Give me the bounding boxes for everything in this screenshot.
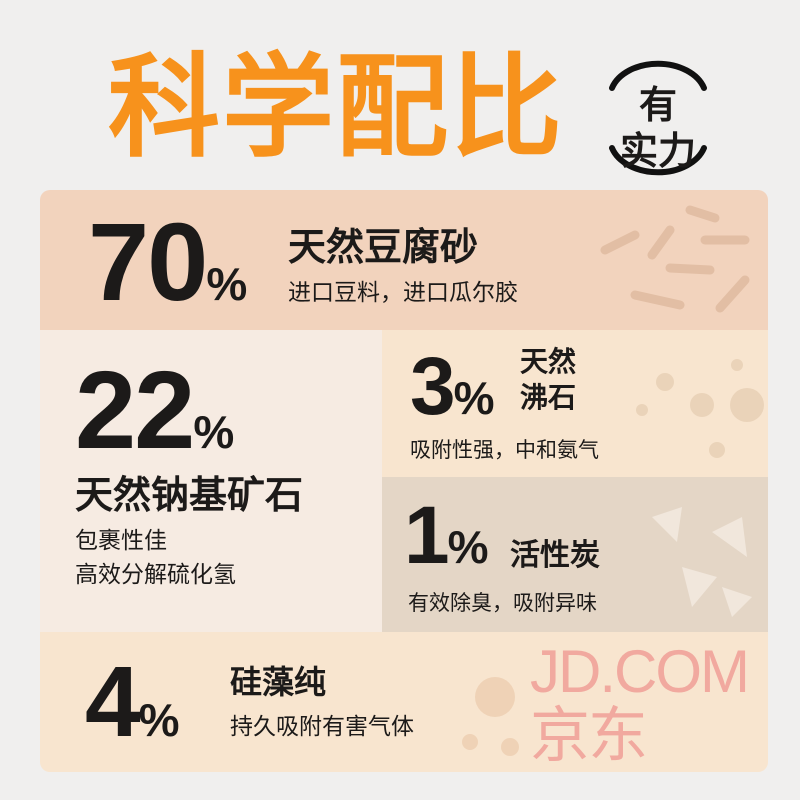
badge-line2: 实力 <box>619 129 696 173</box>
percent-value: 22 <box>75 349 195 472</box>
item-diatomite: 4% 硅藻纯 持久吸附有害气体 <box>40 632 768 772</box>
item-tofu: 70% 天然豆腐砂 进口豆料，进口瓜尔胶 <box>40 190 768 330</box>
watermark: JD.COM 京东 <box>530 638 750 769</box>
percent-symbol: % <box>206 258 248 310</box>
percent-value: 3 <box>410 341 456 432</box>
item-zeolite: 3% 天然 沸石 吸附性强，中和氨气 <box>382 330 768 477</box>
ingredient-desc: 包裹性佳 <box>75 528 167 554</box>
percent-symbol: % <box>453 372 495 424</box>
ingredient-name-2: 沸石 <box>520 381 577 414</box>
percent-symbol: % <box>138 694 180 746</box>
badge-ring-icon <box>609 60 707 176</box>
percent-symbol: % <box>447 521 489 573</box>
percent-value: 1 <box>404 490 450 581</box>
item-charcoal: 1% 活性炭 有效除臭，吸附异味 <box>382 477 768 632</box>
charcoal-shapes-icon <box>652 507 752 617</box>
ingredient-desc: 进口豆料，进口瓜尔胶 <box>288 280 518 306</box>
ingredient-name: 天然豆腐砂 <box>288 225 479 269</box>
ingredient-desc: 持久吸附有害气体 <box>230 714 414 740</box>
badge-line1: 有 <box>638 83 677 127</box>
ingredient-name: 硅藻纯 <box>230 663 327 701</box>
page-title: 科学配比 <box>108 43 564 173</box>
percent-value: 70 <box>88 201 208 324</box>
percent-symbol: % <box>193 406 235 458</box>
ingredient-desc: 有效除臭，吸附异味 <box>408 591 597 615</box>
ingredient-desc: 吸附性强，中和氨气 <box>410 438 599 462</box>
item-bentonite: 22% 天然钠基矿石 包裹性佳 高效分解硫化氢 <box>40 330 382 632</box>
diatomite-dots-icon <box>462 677 519 756</box>
ingredient-name: 活性炭 <box>510 538 600 573</box>
ingredient-name: 天然钠基矿石 <box>75 473 304 517</box>
ingredient-card: 70% 天然豆腐砂 进口豆料，进口瓜尔胶 22% 天然钠基矿石 包裹性佳 高效分… <box>40 190 768 772</box>
strength-badge: 有 实力 <box>604 48 712 188</box>
percent-value: 4 <box>85 646 141 758</box>
tofu-strips-icon <box>600 205 750 313</box>
ingredient-desc-2: 高效分解硫化氢 <box>75 562 236 588</box>
zeolite-dots-icon <box>636 359 764 458</box>
ingredient-name: 天然 <box>520 345 577 378</box>
